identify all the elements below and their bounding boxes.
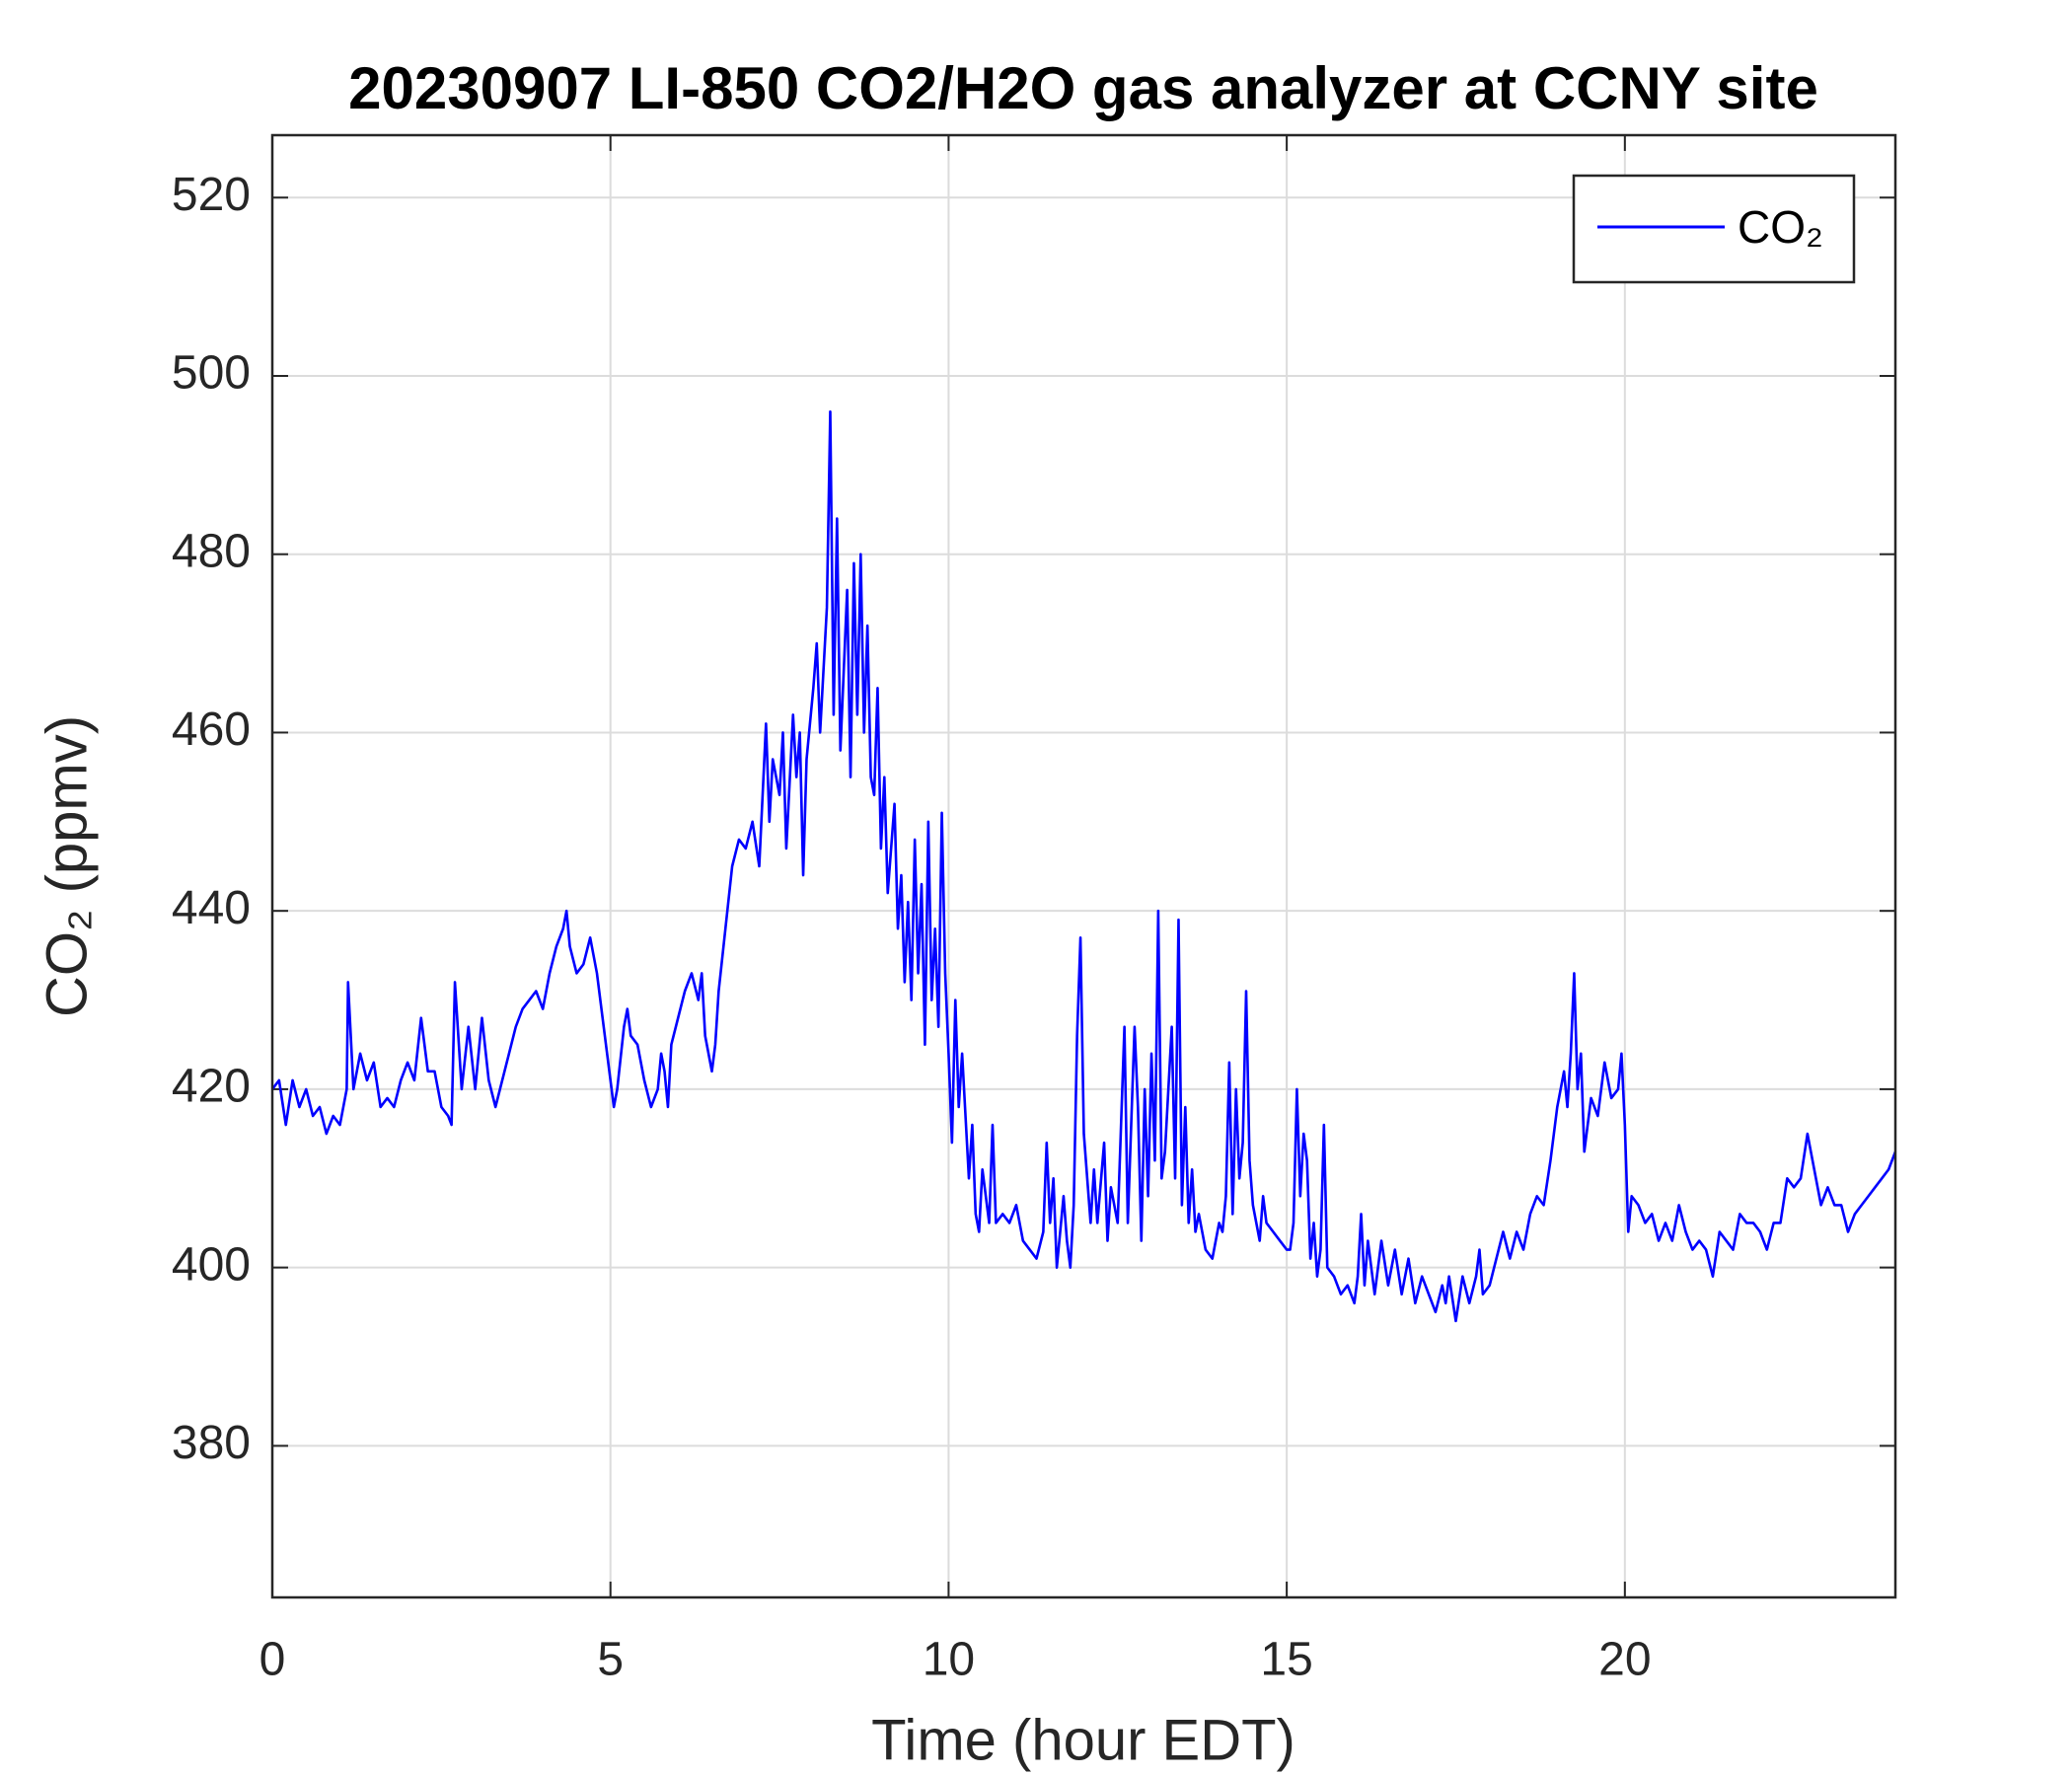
legend-box (1572, 174, 1856, 284)
x-tick-label: 20 (1598, 1634, 1651, 1686)
chart-title: 20230907 LI-850 CO2/H2O gas analyzer at … (348, 55, 1818, 121)
y-tick-label: 400 (172, 1238, 251, 1291)
x-tick-label: 15 (1260, 1634, 1312, 1686)
x-tick-label: 0 (259, 1634, 286, 1686)
plot-area (272, 135, 1895, 1597)
y-tick-label: 380 (172, 1417, 251, 1469)
y-tick-label: 500 (172, 347, 251, 400)
y-tick-label: 520 (172, 169, 251, 221)
y-tick-label: 420 (172, 1061, 251, 1113)
data-line (270, 409, 1897, 1323)
y-tick-label: 460 (172, 703, 251, 756)
legend-label: CO₂ (1738, 201, 1823, 253)
y-tick-label: 440 (172, 882, 251, 934)
x-tick-label: 5 (597, 1634, 624, 1686)
plot-frame (270, 133, 1897, 1599)
y-axis-label: CO₂ (ppmv) (35, 715, 99, 1017)
y-tick-label: 480 (172, 525, 251, 577)
x-axis-label: Time (hour EDT) (871, 1708, 1295, 1772)
x-tick-label: 10 (923, 1634, 975, 1686)
